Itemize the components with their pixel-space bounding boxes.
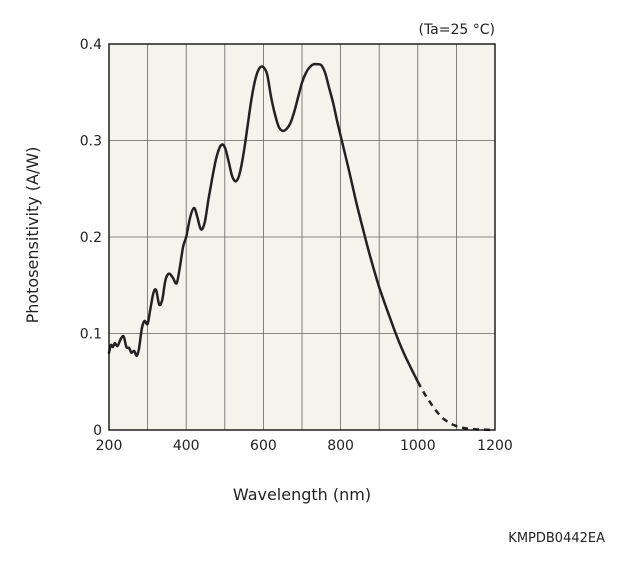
y-axis-title: Photosensitivity (A/W) xyxy=(23,147,42,324)
condition-note: (Ta=25 °C) xyxy=(418,22,495,38)
y-tick-label: 0.2 xyxy=(80,230,102,246)
series-line-solid xyxy=(107,62,420,384)
x-tick-label: 1000 xyxy=(400,438,436,454)
y-tick-label: 0.4 xyxy=(80,37,102,53)
y-tick-label: 0.1 xyxy=(80,327,102,343)
x-tick-label: 600 xyxy=(250,438,277,454)
y-tick-label: 0 xyxy=(93,423,102,439)
x-tick-label: 1200 xyxy=(477,438,513,454)
series-line-dashed xyxy=(416,381,496,432)
figure-code: KMPDB0442EA xyxy=(508,531,605,546)
y-tick-label: 0.3 xyxy=(80,134,102,150)
plot-frame xyxy=(108,43,496,431)
x-axis-title: Wavelength (nm) xyxy=(233,485,371,504)
x-tick-label: 400 xyxy=(173,438,200,454)
x-tick-label: 200 xyxy=(96,438,123,454)
x-tick-label: 800 xyxy=(327,438,354,454)
